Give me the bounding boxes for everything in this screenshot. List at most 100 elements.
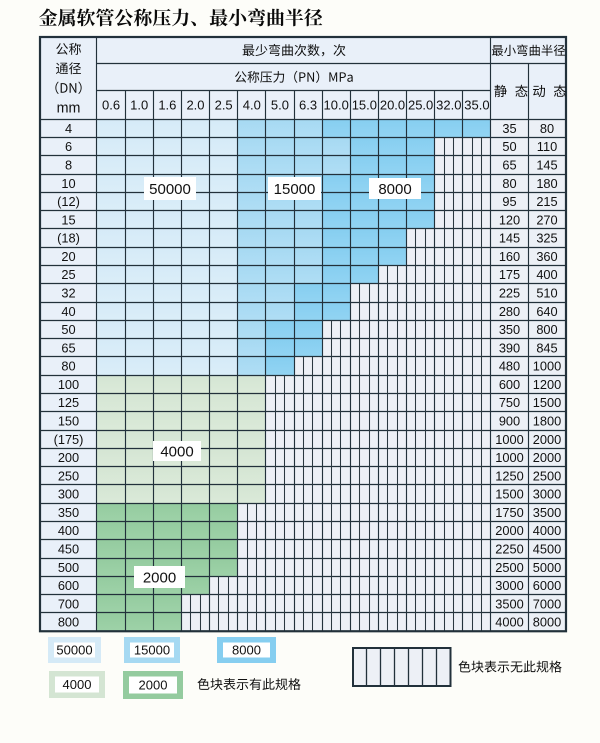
svg-text:325: 325 [536,231,557,246]
svg-text:1000: 1000 [533,359,561,374]
svg-text:15: 15 [61,212,75,227]
svg-text:(175): (175) [54,432,84,447]
svg-text:215: 215 [536,194,557,209]
svg-text:160: 160 [499,249,520,264]
svg-text:80: 80 [540,121,554,136]
svg-text:3000: 3000 [495,578,523,593]
svg-text:1800: 1800 [533,414,561,429]
svg-text:2.0: 2.0 [186,98,204,113]
svg-text:300: 300 [58,487,79,502]
svg-text:20: 20 [61,249,75,264]
svg-text:225: 225 [499,286,520,301]
svg-text:mm: mm [57,100,81,116]
svg-text:280: 280 [499,304,520,319]
svg-text:80: 80 [502,176,516,191]
svg-text:6.3: 6.3 [299,98,317,113]
svg-text:25.0: 25.0 [408,98,433,113]
svg-text:600: 600 [499,377,520,392]
svg-text:50: 50 [502,139,516,154]
svg-text:95: 95 [502,194,516,209]
svg-text:6000: 6000 [533,578,561,593]
svg-text:900: 900 [499,414,520,429]
svg-text:4000: 4000 [63,677,92,692]
svg-text:8000: 8000 [533,615,561,630]
svg-text:35.0: 35.0 [464,98,489,113]
svg-text:510: 510 [536,286,557,301]
svg-text:35: 35 [502,121,516,136]
svg-text:(12): (12) [57,194,80,209]
svg-text:3500: 3500 [533,505,561,520]
svg-text:4000: 4000 [160,443,193,460]
svg-text:50000: 50000 [56,643,92,658]
svg-text:6: 6 [65,139,72,154]
svg-text:1750: 1750 [495,505,523,520]
svg-text:2000: 2000 [495,523,523,538]
svg-text:800: 800 [58,615,79,630]
svg-text:15000: 15000 [274,181,316,198]
svg-text:8000: 8000 [232,643,261,658]
svg-text:100: 100 [58,377,79,392]
svg-text:80: 80 [61,359,75,374]
svg-text:145: 145 [536,158,557,173]
svg-text:65: 65 [502,158,516,173]
svg-text:25: 25 [61,267,75,282]
svg-text:400: 400 [536,267,557,282]
svg-text:7000: 7000 [533,596,561,611]
svg-text:65: 65 [61,340,75,355]
svg-text:500: 500 [58,560,79,575]
svg-text:450: 450 [58,542,79,557]
svg-text:10: 10 [61,176,75,191]
svg-text:2000: 2000 [533,432,561,447]
svg-text:5.0: 5.0 [271,98,289,113]
svg-text:200: 200 [58,450,79,465]
svg-text:40: 40 [61,304,75,319]
svg-text:145: 145 [499,231,520,246]
svg-text:4500: 4500 [533,542,561,557]
svg-text:800: 800 [536,322,557,337]
svg-text:0.6: 0.6 [102,98,120,113]
svg-text:1.0: 1.0 [130,98,148,113]
svg-text:400: 400 [58,523,79,538]
svg-text:180: 180 [536,176,557,191]
svg-text:8000: 8000 [378,181,411,198]
svg-text:360: 360 [536,249,557,264]
svg-text:4000: 4000 [533,523,561,538]
svg-text:1000: 1000 [495,432,523,447]
svg-text:2500: 2500 [495,560,523,575]
svg-text:270: 270 [536,212,557,227]
svg-text:1200: 1200 [533,377,561,392]
svg-text:2000: 2000 [139,678,168,693]
svg-text:15000: 15000 [134,643,170,658]
svg-text:1500: 1500 [495,487,523,502]
svg-text:20.0: 20.0 [380,98,405,113]
svg-text:1250: 1250 [495,468,523,483]
svg-text:4000: 4000 [495,615,523,630]
svg-text:2.5: 2.5 [215,98,233,113]
svg-text:480: 480 [499,359,520,374]
svg-text:2000: 2000 [533,450,561,465]
svg-text:700: 700 [58,596,79,611]
svg-text:32: 32 [61,286,75,301]
svg-text:3500: 3500 [495,596,523,611]
svg-text:640: 640 [536,304,557,319]
svg-text:10.0: 10.0 [324,98,349,113]
svg-text:(18): (18) [57,231,80,246]
svg-text:50: 50 [61,322,75,337]
svg-text:8: 8 [65,158,72,173]
svg-text:120: 120 [499,212,520,227]
svg-text:2500: 2500 [533,468,561,483]
svg-text:1000: 1000 [495,450,523,465]
svg-text:2000: 2000 [143,569,176,586]
svg-text:350: 350 [499,322,520,337]
svg-text:175: 175 [499,267,520,282]
svg-text:350: 350 [58,505,79,520]
svg-text:32.0: 32.0 [436,98,461,113]
svg-text:4: 4 [65,121,72,136]
svg-text:50000: 50000 [149,181,191,198]
svg-text:1500: 1500 [533,395,561,410]
svg-text:250: 250 [58,468,79,483]
svg-text:4.0: 4.0 [243,98,261,113]
svg-text:600: 600 [58,578,79,593]
svg-text:845: 845 [536,340,557,355]
svg-text:15.0: 15.0 [352,98,377,113]
